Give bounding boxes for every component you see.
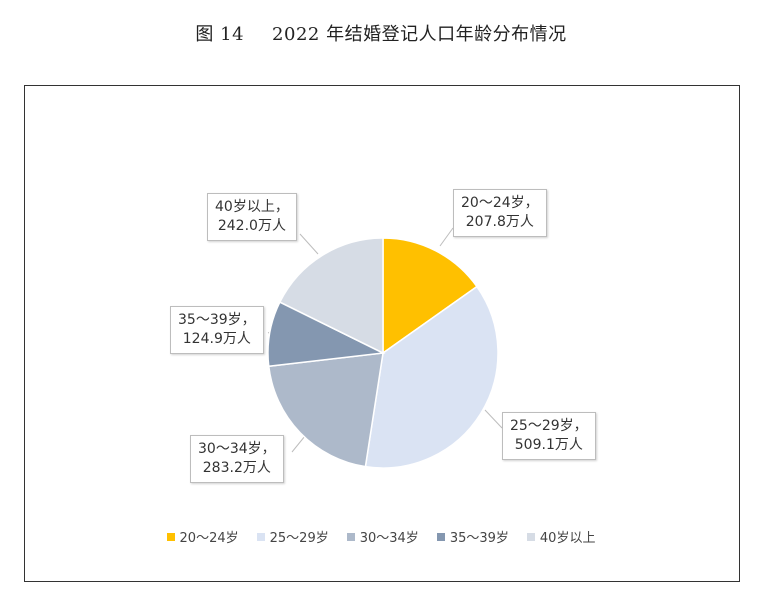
pie-slice-30-34: [267, 352, 384, 468]
pie-slice-25-29: [364, 285, 499, 469]
legend-swatch: [436, 532, 445, 541]
legend-swatch: [256, 532, 265, 541]
pie-slice-40-plus: [278, 237, 384, 355]
data-label-20-24: 20～24岁， 207.8万人: [453, 189, 547, 237]
chart-legend: 20～24岁 25～29岁 30～34岁 35～39岁 40岁以上: [0, 527, 762, 546]
data-label-35-39: 35～39岁， 124.9万人: [170, 306, 264, 354]
legend-swatch: [346, 532, 355, 541]
legend-swatch: [526, 532, 535, 541]
leader-line-20-24: [439, 227, 454, 247]
legend-item-30-34: 30～34岁: [346, 527, 419, 546]
data-label-30-34: 30～34岁， 283.2万人: [190, 435, 284, 483]
legend-item-25-29: 25～29岁: [256, 527, 329, 546]
legend-item-35-39: 35～39岁: [436, 527, 509, 546]
legend-item-20-24: 20～24岁: [166, 527, 239, 546]
chart-frame: [24, 85, 740, 582]
leader-line-30-34: [291, 435, 306, 453]
data-label-25-29: 25～29岁， 509.1万人: [502, 412, 596, 460]
title-text: 2022 年结婚登记人口年龄分布情况: [272, 24, 567, 45]
figure-number: 图 14: [195, 24, 245, 45]
leader-line-40-plus: [299, 233, 319, 255]
chart-title: 图 14 2022 年结婚登记人口年龄分布情况: [0, 20, 762, 46]
legend-swatch: [166, 532, 175, 541]
data-label-40-plus: 40岁以上， 242.0万人: [207, 193, 297, 241]
pie-slice-20-24: [382, 237, 478, 355]
pie-slices: [267, 237, 499, 469]
leader-line-25-29: [484, 409, 503, 429]
legend-item-40-plus: 40岁以上: [526, 527, 595, 546]
